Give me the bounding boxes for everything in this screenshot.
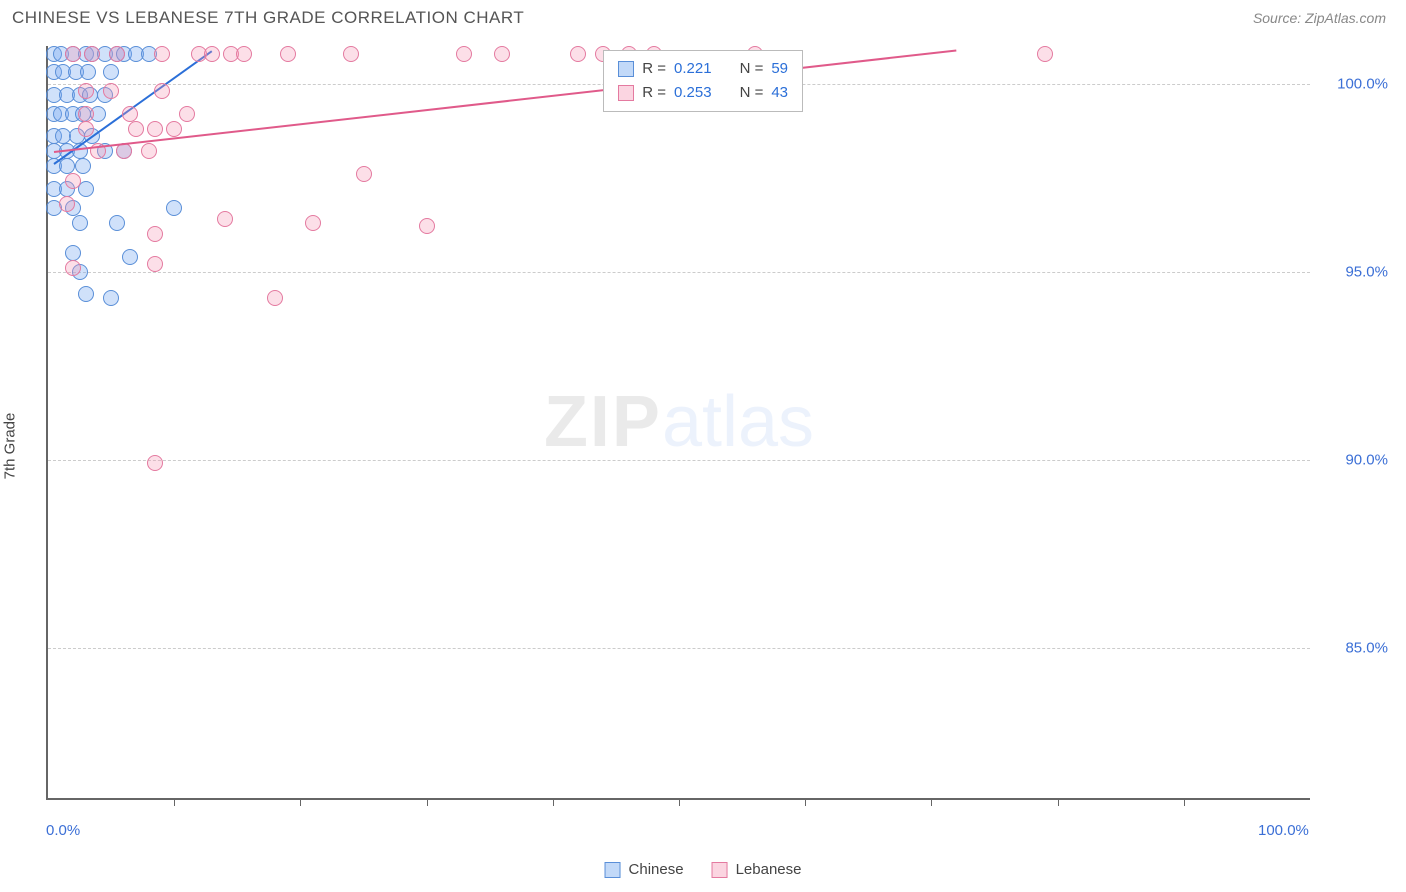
data-point <box>166 121 182 137</box>
data-point <box>305 215 321 231</box>
data-point <box>65 173 81 189</box>
data-point <box>356 166 372 182</box>
watermark-atlas: atlas <box>662 382 814 462</box>
watermark-zip: ZIP <box>544 382 662 462</box>
x-tick <box>931 798 932 806</box>
data-point <box>109 215 125 231</box>
data-point <box>78 83 94 99</box>
data-point <box>84 46 100 62</box>
y-tick-label: 85.0% <box>1318 639 1388 656</box>
x-tick <box>300 798 301 806</box>
x-max-label: 100.0% <box>1258 822 1388 839</box>
data-point <box>59 158 75 174</box>
data-point <box>103 290 119 306</box>
watermark: ZIPatlas <box>544 381 814 463</box>
data-point <box>122 249 138 265</box>
data-point <box>570 46 586 62</box>
data-point <box>154 83 170 99</box>
data-point <box>1037 46 1053 62</box>
data-point <box>147 256 163 272</box>
data-point <box>78 286 94 302</box>
data-point <box>78 121 94 137</box>
data-point <box>103 64 119 80</box>
legend-label: Chinese <box>629 861 684 878</box>
data-point <box>65 260 81 276</box>
legend-item-lebanese: Lebanese <box>712 861 802 878</box>
chart-title: CHINESE VS LEBANESE 7TH GRADE CORRELATIO… <box>12 8 524 28</box>
legend-label: Lebanese <box>736 861 802 878</box>
data-point <box>236 46 252 62</box>
x-tick <box>427 798 428 806</box>
r-value: 0.253 <box>674 81 712 105</box>
data-point <box>65 245 81 261</box>
data-point <box>78 106 94 122</box>
stats-row: R = 0.253 N = 43 <box>618 81 788 105</box>
data-point <box>103 83 119 99</box>
y-tick-label: 100.0% <box>1318 75 1388 92</box>
data-point <box>154 46 170 62</box>
n-label: N = <box>740 81 764 105</box>
x-tick <box>805 798 806 806</box>
x-tick <box>174 798 175 806</box>
plot-area: ZIPatlas R = 0.221 N = 59 R = 0.253 N = 43 <box>46 46 1310 800</box>
data-point <box>72 215 88 231</box>
data-point <box>65 46 81 62</box>
legend-swatch-icon <box>618 61 634 77</box>
data-point <box>166 200 182 216</box>
source-prefix: Source: <box>1253 10 1305 26</box>
r-label: R = <box>642 57 666 81</box>
data-point <box>179 106 195 122</box>
gridline <box>48 648 1310 649</box>
legend-swatch-icon <box>605 862 621 878</box>
data-point <box>147 226 163 242</box>
data-point <box>141 143 157 159</box>
source-credit: Source: ZipAtlas.com <box>1253 10 1386 26</box>
data-point <box>128 121 144 137</box>
data-point <box>59 196 75 212</box>
data-point <box>122 106 138 122</box>
gridline <box>48 460 1310 461</box>
data-point <box>419 218 435 234</box>
y-tick-label: 95.0% <box>1318 263 1388 280</box>
r-value: 0.221 <box>674 57 712 81</box>
data-point <box>280 46 296 62</box>
data-point <box>109 46 125 62</box>
x-tick <box>679 798 680 806</box>
data-point <box>217 211 233 227</box>
r-label: R = <box>642 81 666 105</box>
n-value: 59 <box>771 57 788 81</box>
series-legend: Chinese Lebanese <box>605 861 802 878</box>
x-tick <box>1184 798 1185 806</box>
plot-wrap: ZIPatlas R = 0.221 N = 59 R = 0.253 N = 43 100.… <box>46 46 1388 830</box>
stats-row: R = 0.221 N = 59 <box>618 57 788 81</box>
y-axis-title: 7th Grade <box>2 413 19 480</box>
n-value: 43 <box>771 81 788 105</box>
gridline <box>48 272 1310 273</box>
stats-legend: R = 0.221 N = 59 R = 0.253 N = 43 <box>603 50 803 112</box>
data-point <box>494 46 510 62</box>
data-point <box>75 158 91 174</box>
n-label: N = <box>740 57 764 81</box>
data-point <box>80 64 96 80</box>
data-point <box>147 455 163 471</box>
legend-item-chinese: Chinese <box>605 861 684 878</box>
x-min-label: 0.0% <box>46 822 80 839</box>
x-tick <box>1058 798 1059 806</box>
data-point <box>267 290 283 306</box>
data-point <box>343 46 359 62</box>
data-point <box>204 46 220 62</box>
legend-swatch-icon <box>618 85 634 101</box>
x-tick <box>553 798 554 806</box>
data-point <box>456 46 472 62</box>
data-point <box>147 121 163 137</box>
y-tick-label: 90.0% <box>1318 451 1388 468</box>
source-name: ZipAtlas.com <box>1305 10 1386 26</box>
legend-swatch-icon <box>712 862 728 878</box>
